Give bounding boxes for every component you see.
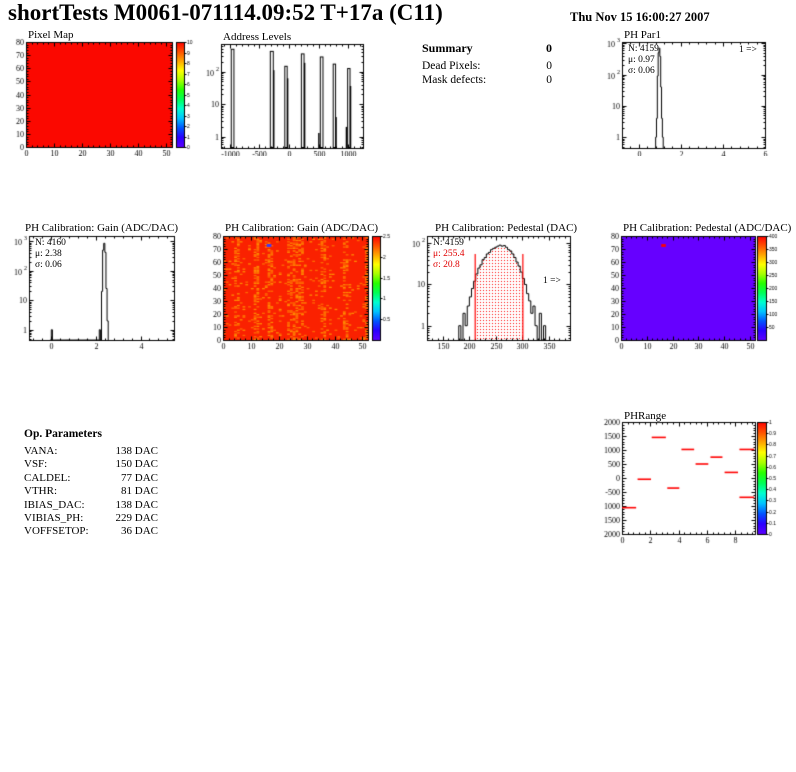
op-param-row: VOFFSETOP: 36 DAC	[24, 525, 158, 538]
pedestal-map-title: PH Calibration: Pedestal (ADC/DAC)	[623, 222, 792, 234]
param-label: VIBIAS_PH:	[24, 512, 84, 525]
pedestal-hist-title: PH Calibration: Pedestal (DAC)	[435, 222, 578, 234]
param-label: VANA:	[24, 445, 58, 457]
ph-range-panel: PHRange	[597, 408, 796, 548]
pedestal-map-panel: PH Calibration: Pedestal (ADC/DAC)	[597, 220, 796, 353]
param-value: 150 DAC	[115, 458, 158, 471]
op-parameters-block: Op. Parameters VANA: 138 DAC VSF: 150 DAC …	[24, 428, 158, 539]
page-title: shortTests M0061-071114.09:52 T+17a (C11…	[8, 0, 443, 25]
gain-hist-title: PH Calibration: Gain (ADC/DAC)	[25, 222, 179, 234]
summary-row-value: 0	[546, 60, 552, 72]
op-param-row: VIBIAS_PH: 229 DAC	[24, 512, 158, 525]
stat-mean: μ: 2.38	[35, 249, 62, 259]
stat-entries: N: 4160	[35, 238, 66, 248]
stat-mean: μ: 255.4	[433, 249, 465, 259]
gain-hist-chart	[2, 220, 199, 353]
pixel-map-title: Pixel Map	[28, 29, 74, 41]
gain-map-panel: PH Calibration: Gain (ADC/DAC)	[199, 220, 397, 353]
stats-box: N: 4159 μ: 0.97 σ: 0.06	[628, 44, 659, 77]
param-value: 81 DAC	[121, 485, 158, 498]
ph-range-title: PHRange	[624, 410, 667, 422]
summary-row-label: Mask defects:	[422, 74, 487, 86]
ph-par1-title: PH Par1	[624, 29, 661, 41]
gain-map-title: PH Calibration: Gain (ADC/DAC)	[225, 222, 379, 234]
param-label: VTHR:	[24, 485, 57, 498]
param-label: IBIAS_DAC:	[24, 498, 85, 511]
gain-map-chart	[199, 220, 397, 353]
summary-row: Dead Pixels: 0	[422, 60, 552, 72]
arrow-annotation: 1 =>	[739, 45, 757, 55]
param-value: 138 DAC	[115, 498, 158, 511]
summary-block: Summary 0 Dead Pixels: 0 Mask defects: 0	[422, 41, 552, 86]
pedestal-hist-chart	[398, 220, 596, 353]
param-label: VSF:	[24, 458, 48, 471]
pixel-map-panel: Pixel Map	[2, 28, 199, 156]
op-param-row: VANA: 138 DAC	[24, 445, 158, 458]
param-value: 77 DAC	[121, 471, 158, 484]
summary-row: Mask defects: 0	[422, 74, 552, 86]
summary-row-value: 0	[546, 74, 552, 86]
ph-range-chart	[597, 408, 796, 548]
param-value: 229 DAC	[115, 512, 158, 525]
timestamp: Thu Nov 15 16:00:27 2007	[570, 10, 710, 24]
ph-par1-chart	[597, 28, 796, 156]
param-value: 138 DAC	[115, 445, 158, 457]
address-levels-title: Address Levels	[223, 31, 292, 43]
arrow-annotation: 1 =>	[543, 276, 561, 286]
op-param-row: VTHR: 81 DAC	[24, 485, 158, 498]
op-param-row: CALDEL: 77 DAC	[24, 472, 158, 485]
stat-entries: N: 4159	[628, 44, 659, 54]
gain-hist-panel: PH Calibration: Gain (ADC/DAC) N: 4160 μ…	[2, 220, 199, 353]
stat-entries: N: 4159	[433, 238, 464, 248]
summary-header: Summary 0	[422, 41, 552, 56]
pedestal-map-chart	[597, 220, 796, 353]
summary-value: 0	[546, 41, 552, 55]
stat-sigma: σ: 20.8	[433, 260, 460, 270]
pixel-map-chart	[2, 28, 199, 156]
param-label: VOFFSETOP:	[24, 525, 89, 538]
op-param-row: IBIAS_DAC: 138 DAC	[24, 499, 158, 512]
ph-par1-panel: PH Par1 N: 4159 μ: 0.97 σ: 0.06 1 =>	[597, 28, 796, 156]
summary-row-label: Dead Pixels:	[422, 60, 481, 72]
stats-box: N: 4159 μ: 255.4 σ: 20.8	[433, 238, 464, 271]
stat-sigma: σ: 0.06	[628, 66, 655, 76]
op-parameters-title: Op. Parameters	[24, 428, 102, 440]
address-levels-panel: Address Levels	[199, 28, 397, 156]
param-label: CALDEL:	[24, 471, 71, 484]
param-value: 36 DAC	[121, 525, 158, 538]
op-param-row: VSF: 150 DAC	[24, 458, 158, 471]
pedestal-hist-panel: PH Calibration: Pedestal (DAC) N: 4159 μ…	[398, 220, 596, 353]
summary-title: Summary	[422, 41, 473, 55]
stat-mean: μ: 0.97	[628, 55, 655, 65]
address-levels-chart	[199, 28, 397, 156]
stats-box: N: 4160 μ: 2.38 σ: 0.06	[35, 238, 66, 271]
stat-sigma: σ: 0.06	[35, 260, 62, 270]
